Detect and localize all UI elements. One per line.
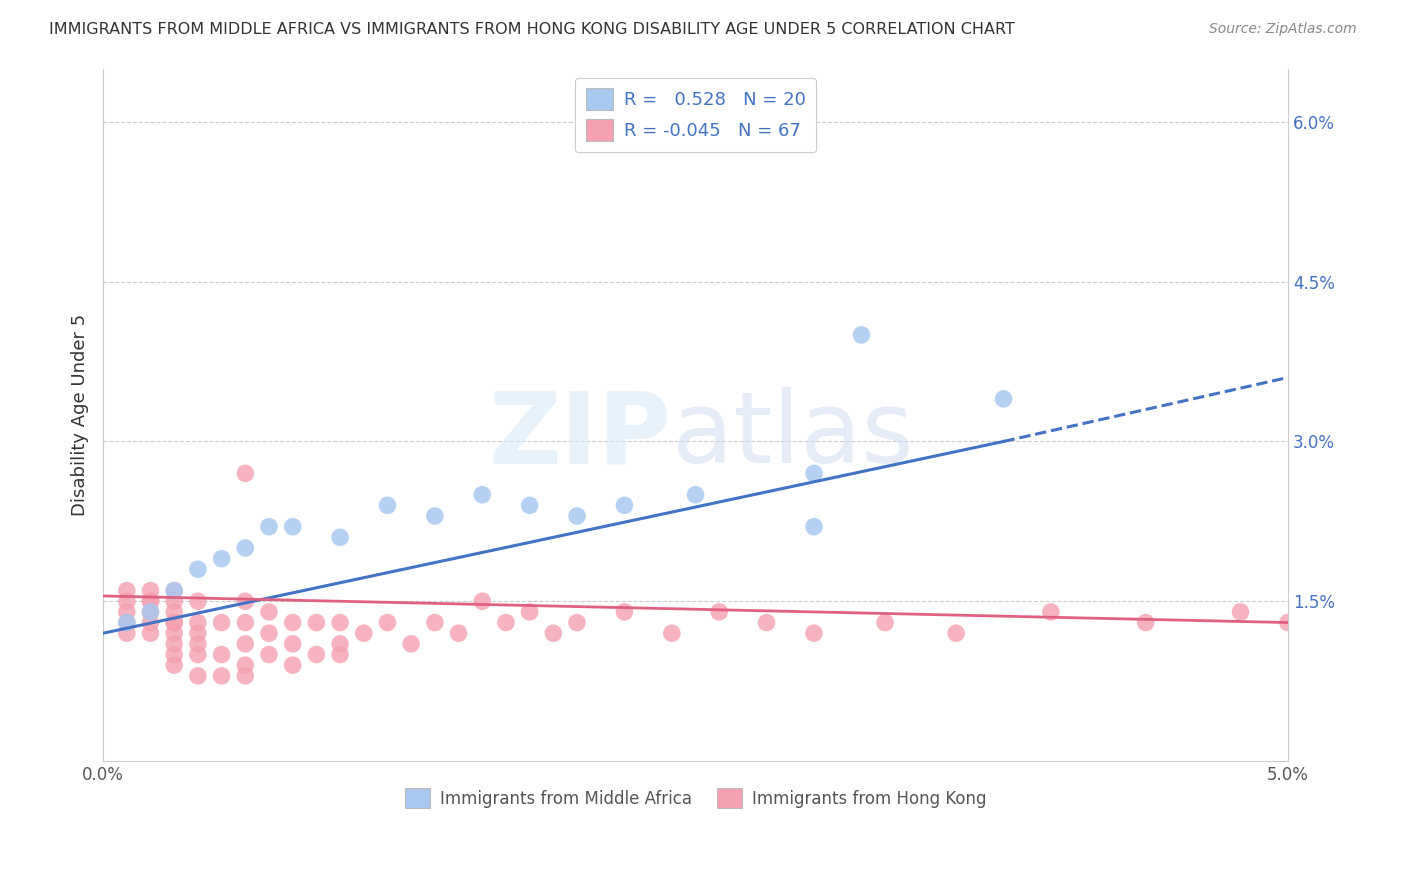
Point — [163, 583, 186, 598]
Text: IMMIGRANTS FROM MIDDLE AFRICA VS IMMIGRANTS FROM HONG KONG DISABILITY AGE UNDER : IMMIGRANTS FROM MIDDLE AFRICA VS IMMIGRA… — [49, 22, 1015, 37]
Point — [163, 583, 186, 598]
Point — [233, 637, 256, 651]
Point — [281, 519, 304, 533]
Point — [1229, 605, 1251, 619]
Point — [875, 615, 897, 630]
Point — [519, 605, 541, 619]
Point — [163, 637, 186, 651]
Point — [211, 615, 233, 630]
Point — [613, 499, 636, 513]
Point — [139, 605, 162, 619]
Point — [519, 499, 541, 513]
Point — [115, 615, 138, 630]
Point — [211, 551, 233, 566]
Point — [139, 594, 162, 608]
Text: Source: ZipAtlas.com: Source: ZipAtlas.com — [1209, 22, 1357, 37]
Point — [329, 648, 352, 662]
Point — [163, 626, 186, 640]
Point — [139, 594, 162, 608]
Point — [187, 615, 209, 630]
Point — [233, 594, 256, 608]
Point — [471, 594, 494, 608]
Point — [305, 615, 328, 630]
Point — [495, 615, 517, 630]
Point — [423, 508, 446, 523]
Point — [447, 626, 470, 640]
Point — [187, 562, 209, 576]
Point — [377, 615, 399, 630]
Point — [257, 605, 280, 619]
Point — [803, 467, 825, 481]
Point — [233, 467, 256, 481]
Point — [565, 508, 588, 523]
Point — [709, 605, 731, 619]
Point — [329, 530, 352, 544]
Point — [803, 519, 825, 533]
Point — [257, 519, 280, 533]
Y-axis label: Disability Age Under 5: Disability Age Under 5 — [72, 314, 89, 516]
Point — [377, 499, 399, 513]
Point — [187, 648, 209, 662]
Point — [423, 615, 446, 630]
Point — [163, 594, 186, 608]
Point — [353, 626, 375, 640]
Point — [163, 615, 186, 630]
Point — [211, 669, 233, 683]
Point — [163, 648, 186, 662]
Point — [211, 648, 233, 662]
Point — [329, 615, 352, 630]
Point — [851, 327, 873, 342]
Point — [139, 626, 162, 640]
Point — [945, 626, 967, 640]
Point — [661, 626, 683, 640]
Point — [163, 605, 186, 619]
Point — [139, 583, 162, 598]
Point — [257, 626, 280, 640]
Point — [233, 669, 256, 683]
Point — [187, 637, 209, 651]
Point — [187, 669, 209, 683]
Point — [257, 648, 280, 662]
Point — [543, 626, 565, 640]
Point — [471, 488, 494, 502]
Point — [163, 615, 186, 630]
Point — [187, 626, 209, 640]
Point — [139, 605, 162, 619]
Point — [993, 392, 1015, 406]
Point — [803, 626, 825, 640]
Point — [281, 637, 304, 651]
Text: atlas: atlas — [672, 387, 914, 484]
Point — [613, 605, 636, 619]
Point — [233, 658, 256, 673]
Point — [399, 637, 422, 651]
Point — [565, 615, 588, 630]
Point — [281, 658, 304, 673]
Point — [115, 615, 138, 630]
Point — [305, 648, 328, 662]
Point — [115, 583, 138, 598]
Point — [1277, 615, 1299, 630]
Point — [755, 615, 778, 630]
Point — [115, 605, 138, 619]
Legend: Immigrants from Middle Africa, Immigrants from Hong Kong: Immigrants from Middle Africa, Immigrant… — [398, 781, 993, 815]
Point — [1039, 605, 1062, 619]
Point — [115, 594, 138, 608]
Point — [139, 615, 162, 630]
Point — [163, 658, 186, 673]
Point — [329, 637, 352, 651]
Point — [685, 488, 707, 502]
Point — [233, 541, 256, 555]
Point — [281, 615, 304, 630]
Point — [187, 594, 209, 608]
Point — [233, 615, 256, 630]
Text: ZIP: ZIP — [489, 387, 672, 484]
Point — [1135, 615, 1157, 630]
Point — [115, 626, 138, 640]
